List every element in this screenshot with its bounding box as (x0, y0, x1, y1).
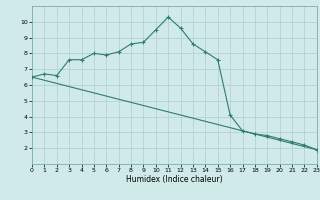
X-axis label: Humidex (Indice chaleur): Humidex (Indice chaleur) (126, 175, 223, 184)
